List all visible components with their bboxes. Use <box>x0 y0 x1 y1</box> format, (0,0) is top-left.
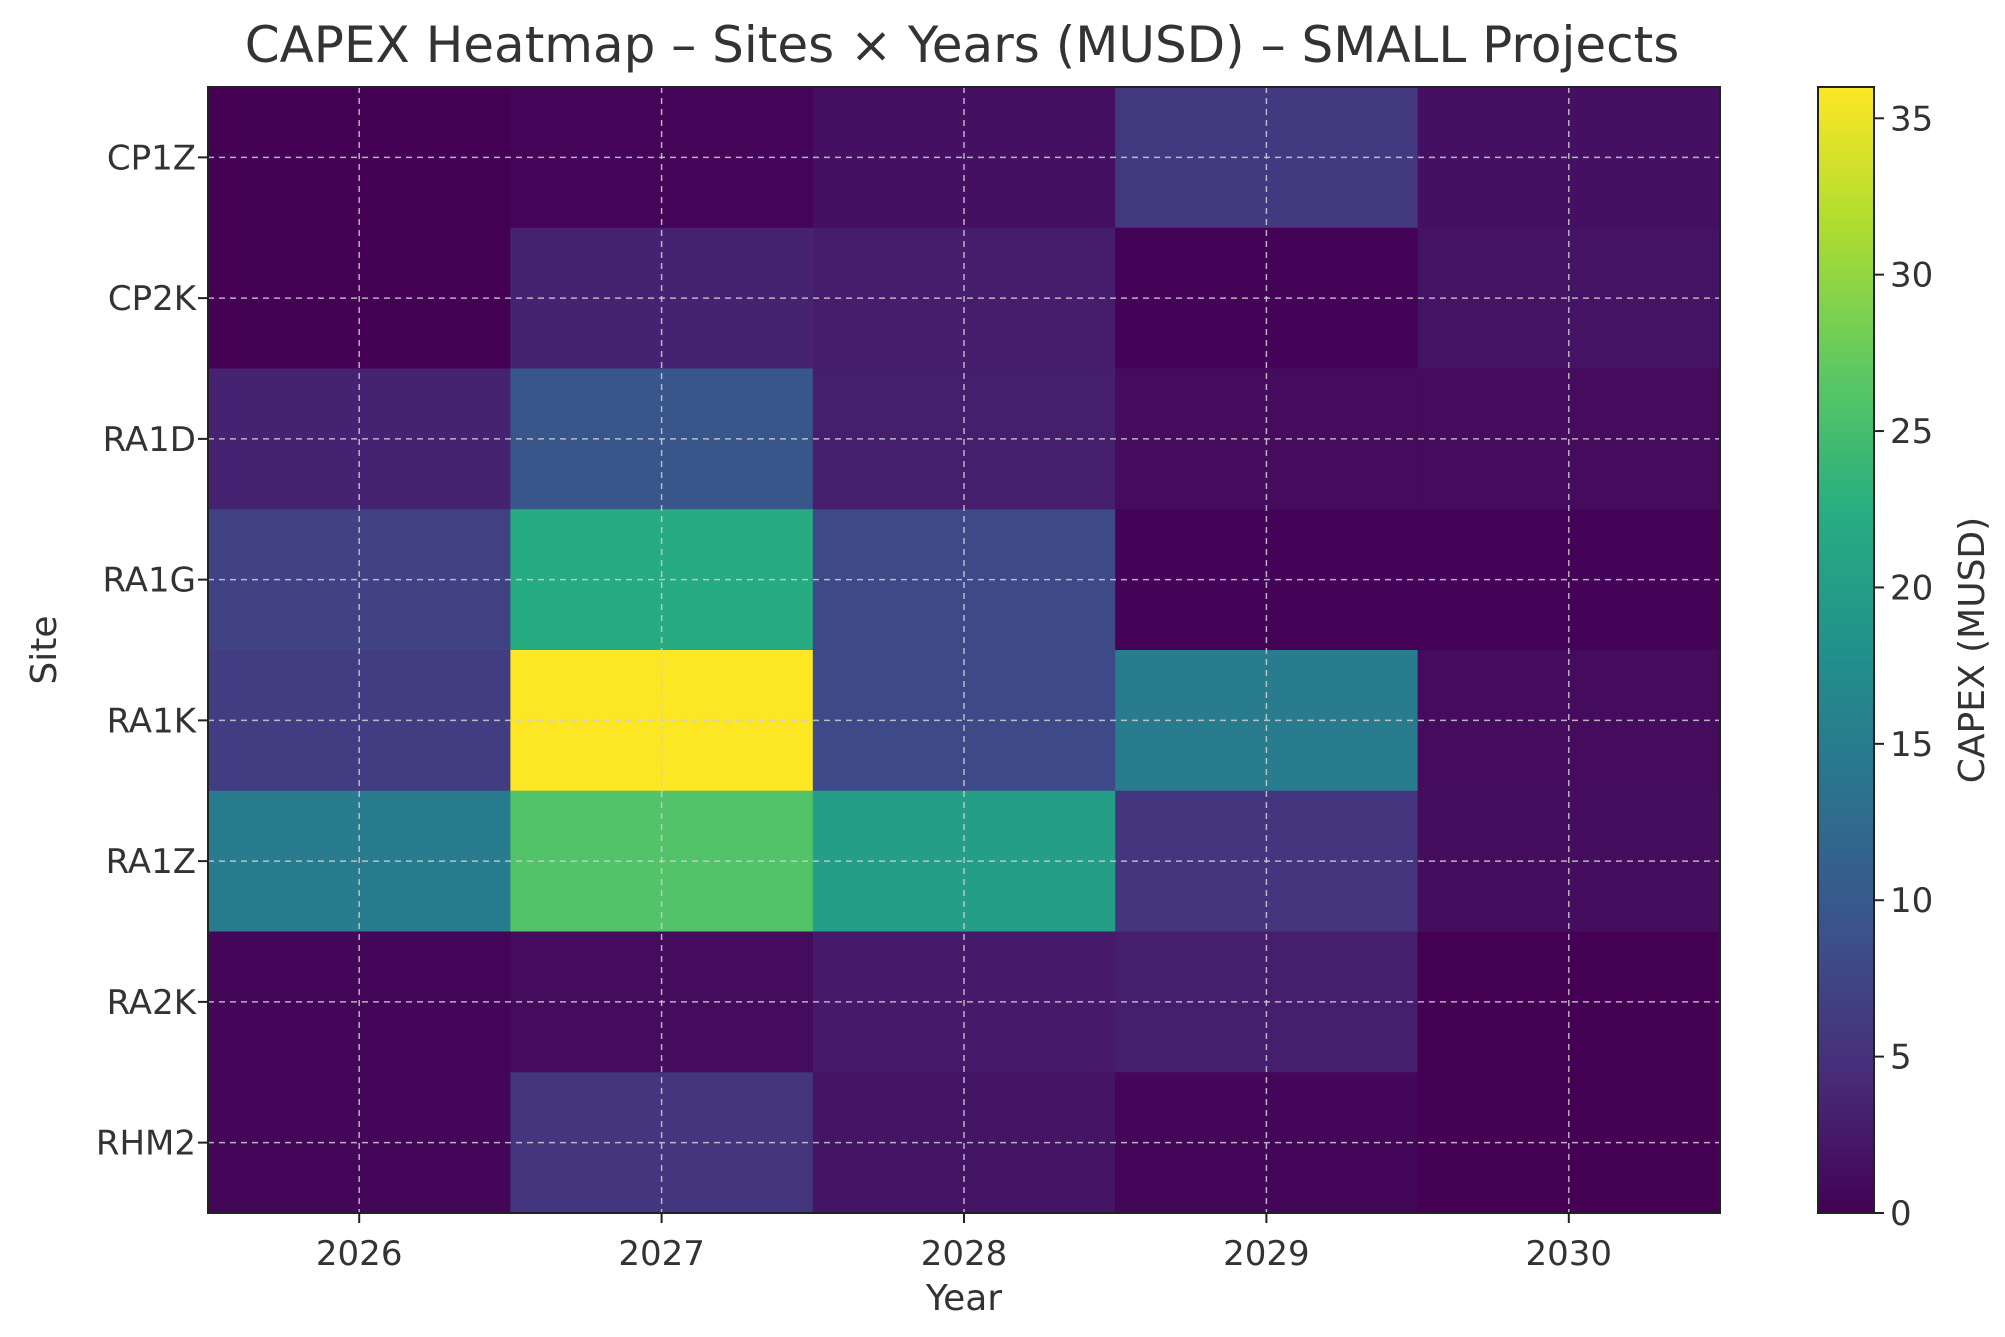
colorbar-label: CAPEX (MUSD) <box>1952 517 1993 783</box>
x-tick-label: 2030 <box>1526 1234 1613 1274</box>
x-tick-label: 2028 <box>921 1234 1008 1274</box>
colorbar-tick-label: 35 <box>1890 99 1933 139</box>
colorbar-tick-label: 20 <box>1890 568 1933 608</box>
y-tick-label: CP1Z <box>107 138 196 178</box>
colorbar-ticks: 0 5 10 15 20 25 30 35 <box>1874 99 1933 1234</box>
x-tick-label: 2027 <box>618 1234 705 1274</box>
colorbar-tick-label: 15 <box>1890 725 1933 765</box>
y-tick-label: RA2K <box>107 983 198 1023</box>
y-axis-ticks: CP1Z CP2K RA1D RA1G RA1K RA1Z RA2K RHM2 <box>96 138 208 1164</box>
y-tick-label: RA1Z <box>106 842 196 882</box>
colorbar-tick-label: 0 <box>1890 1194 1912 1234</box>
gridlines <box>208 87 1720 1213</box>
y-tick-label: RA1K <box>107 701 198 741</box>
x-axis-ticks: 2026 2027 2028 2029 2030 <box>316 1213 1612 1274</box>
y-tick-label: RA1D <box>103 420 196 460</box>
y-tick-label: RA1G <box>103 561 196 601</box>
colorbar-tick-label: 30 <box>1890 256 1933 296</box>
x-tick-label: 2026 <box>316 1234 403 1274</box>
colorbar-tick-label: 5 <box>1890 1038 1912 1078</box>
y-tick-label: RHM2 <box>96 1124 196 1164</box>
colorbar <box>1817 86 1875 1214</box>
colorbar-tick-label: 10 <box>1890 881 1933 921</box>
x-tick-label: 2029 <box>1223 1234 1310 1274</box>
colorbar-tick-label: 25 <box>1890 412 1933 452</box>
x-axis-label: Year <box>925 1278 1002 1319</box>
y-axis-label: Site <box>24 615 65 684</box>
chart-title: CAPEX Heatmap – Sites × Years (MUSD) – S… <box>245 16 1680 74</box>
y-tick-label: CP2K <box>108 279 198 319</box>
